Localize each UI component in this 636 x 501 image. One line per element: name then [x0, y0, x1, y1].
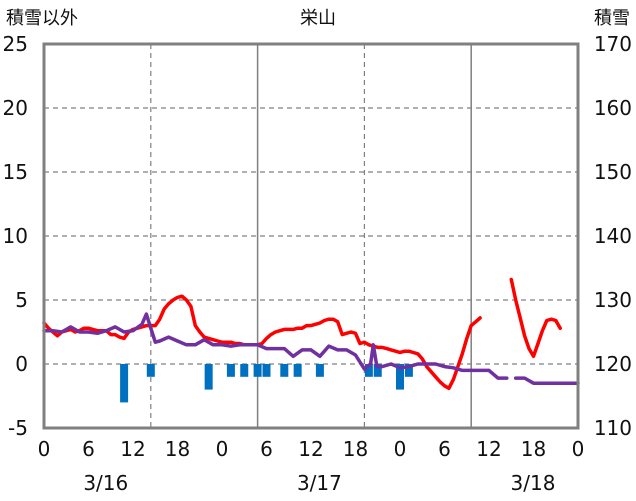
chart-title: 栄山	[300, 8, 336, 29]
left-tick-label: 5	[15, 288, 28, 312]
right-tick-labels: 110 120 130 140 150 160 170	[594, 32, 632, 440]
x-tick-label: 12	[298, 437, 323, 461]
left-tick-labels: -5 0 5 10 15 20 25	[3, 32, 28, 440]
bar	[373, 364, 382, 377]
bar	[364, 364, 373, 377]
date-label: 3/17	[297, 471, 342, 495]
bar	[280, 364, 289, 377]
bar	[240, 364, 249, 377]
plot-frame	[42, 42, 580, 430]
x-tick-label: 18	[521, 437, 546, 461]
bar	[404, 364, 413, 377]
right-tick-label: 110	[594, 416, 632, 440]
x-tick-label: 0	[572, 437, 585, 461]
series-line-purple	[42, 312, 509, 380]
left-tick-label: 10	[3, 224, 28, 248]
x-tick-label: 6	[438, 437, 451, 461]
right-tick-label: 150	[594, 160, 632, 184]
left-tick-label: 20	[3, 96, 28, 120]
date-labels: 3/16 3/17 3/18	[83, 471, 555, 495]
right-tick-label: 130	[594, 288, 632, 312]
bar	[226, 364, 235, 377]
x-tick-label: 0	[216, 437, 229, 461]
right-tick-label: 120	[594, 352, 632, 376]
right-tick-label: 140	[594, 224, 632, 248]
bar	[315, 364, 324, 377]
x-tick-label: 6	[82, 437, 95, 461]
series-line-red	[509, 277, 562, 359]
x-tick-label: 12	[476, 437, 501, 461]
bar	[253, 364, 262, 377]
right-tick-label: 170	[594, 32, 632, 56]
bar	[262, 364, 271, 377]
bar-series	[120, 364, 413, 403]
x-tick-label: 12	[120, 437, 145, 461]
right-axis-label: 積雪	[594, 8, 630, 29]
series-line-purple	[513, 376, 580, 385]
left-tick-label: 0	[15, 352, 28, 376]
bar	[146, 364, 155, 377]
bar	[120, 364, 129, 403]
left-axis-label: 積雪以外	[6, 8, 78, 29]
bar	[293, 364, 302, 377]
x-tick-label: 18	[343, 437, 368, 461]
bar	[204, 364, 213, 390]
left-tick-label: 15	[3, 160, 28, 184]
x-tick-labels: 0 6 12 18 0 6 12 18 0 6 12 18 0	[38, 437, 585, 461]
date-label: 3/16	[83, 471, 128, 495]
left-tick-label: 25	[3, 32, 28, 56]
series-line-red	[42, 294, 482, 391]
x-tick-label: 6	[260, 437, 273, 461]
x-tick-label: 18	[165, 437, 190, 461]
right-tick-label: 160	[594, 96, 632, 120]
left-tick-label: -5	[8, 416, 28, 440]
date-label: 3/18	[511, 471, 556, 495]
x-tick-label: 0	[394, 437, 407, 461]
x-tick-label: 0	[38, 437, 51, 461]
bar	[396, 364, 404, 390]
line-series	[42, 277, 580, 391]
